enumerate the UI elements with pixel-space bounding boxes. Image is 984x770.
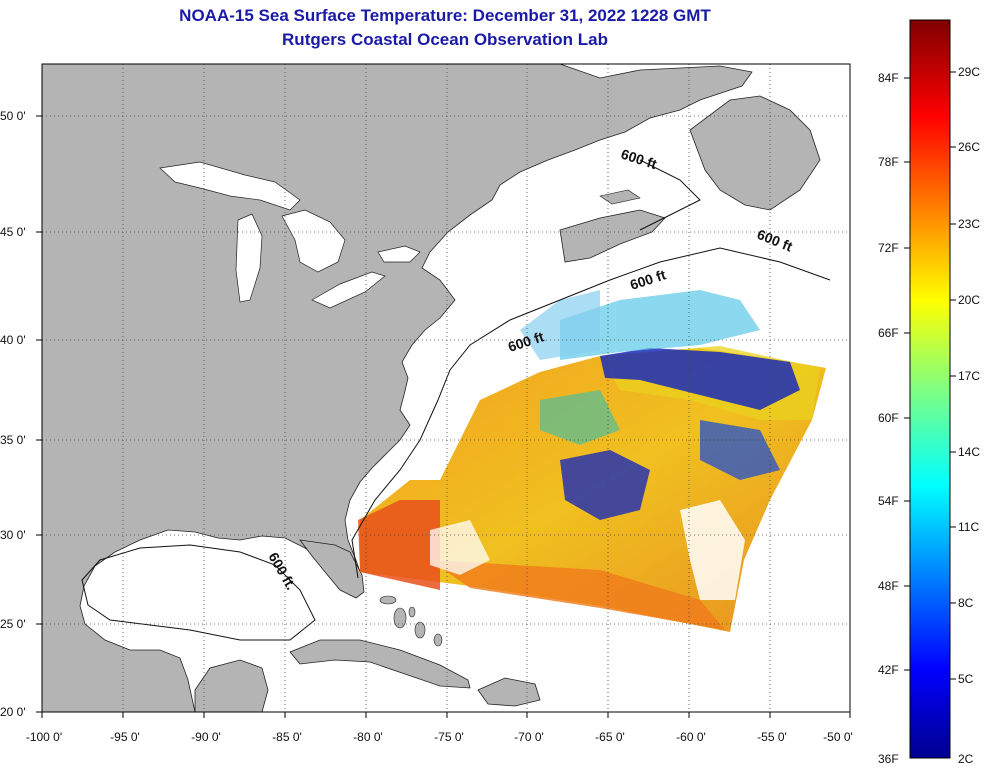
lon-tick-label: -80 0': [353, 730, 383, 744]
map-frame: [41, 63, 851, 713]
colorbar-f-label: 48F: [878, 579, 899, 593]
lake-ontario: [377, 245, 421, 263]
land-hispaniola: [477, 677, 541, 707]
lon-tick-label: -50 0': [823, 730, 853, 744]
lon-tick-label: -100 0': [26, 730, 62, 744]
colorbar-c-label: 2C: [958, 752, 974, 766]
land-north-america: [42, 64, 753, 712]
land-nova-scotia: [559, 209, 666, 263]
colorbar-f-label: 84F: [878, 71, 899, 85]
lat-tick-label: 50 0': [0, 109, 26, 123]
colorbar-f-label: 78F: [878, 155, 899, 169]
isobath-600ft: [81, 159, 831, 641]
colorbar-c-label: 5C: [958, 672, 974, 686]
lon-tick-label: -95 0': [110, 730, 140, 744]
lon-tick-label: -70 0': [514, 730, 544, 744]
lon-tick-label: -85 0': [272, 730, 302, 744]
lake-superior: [159, 161, 301, 211]
land-cuba: [289, 639, 471, 689]
lat-tick-label: 20 0': [0, 705, 26, 719]
colorbar-f-label: 72F: [878, 241, 899, 255]
land-florida: [299, 539, 365, 599]
map-subtitle: Rutgers Coastal Ocean Observation Lab: [282, 30, 608, 49]
colorbar-gradient: [909, 19, 951, 759]
colorbar-c-label: 8C: [958, 596, 974, 610]
lon-tick-label: -55 0': [757, 730, 787, 744]
lake-huron: [281, 209, 346, 273]
lon-tick-label: -90 0': [191, 730, 221, 744]
lake-erie: [311, 271, 386, 309]
land-bahamas: [379, 595, 443, 647]
colorbar-f-label: 60F: [878, 411, 899, 425]
colorbar-c-label: 26C: [958, 140, 980, 154]
land-pei: [599, 189, 641, 205]
colorbar-c-label: 11C: [958, 520, 979, 534]
lat-tick-label: 30 0': [0, 528, 26, 542]
colorbar-f-label: 66F: [878, 326, 899, 340]
graticule: [42, 64, 850, 712]
colorbar-c-label: 20C: [958, 293, 980, 307]
lon-tick-label: -60 0': [676, 730, 706, 744]
colorbar-c-label: 14C: [958, 445, 980, 459]
lon-tick-label: -65 0': [595, 730, 625, 744]
colorbar-f-label: 54F: [878, 494, 899, 508]
lat-tick-label: 40 0': [0, 333, 26, 347]
colorbar-c-label: 23C: [958, 217, 980, 231]
lake-michigan: [235, 213, 263, 303]
map-title: NOAA-15 Sea Surface Temperature: Decembe…: [179, 6, 711, 25]
frame-ticks: [36, 115, 851, 718]
lat-tick-label: 45 0': [0, 225, 26, 239]
lat-tick-label: 25 0': [0, 617, 26, 631]
land-yucatan: [194, 659, 269, 712]
colorbar-ticks: [904, 71, 956, 680]
lon-tick-label: -75 0': [434, 730, 464, 744]
colorbar-f-label: 36F: [878, 752, 899, 766]
colorbar-c-label: 29C: [958, 65, 980, 79]
land-newfoundland: [689, 95, 821, 211]
colorbar-c-label: 17C: [958, 369, 980, 383]
sst-swath: [358, 290, 826, 632]
lat-tick-label: 35 0': [0, 433, 26, 447]
colorbar-f-label: 42F: [878, 663, 899, 677]
